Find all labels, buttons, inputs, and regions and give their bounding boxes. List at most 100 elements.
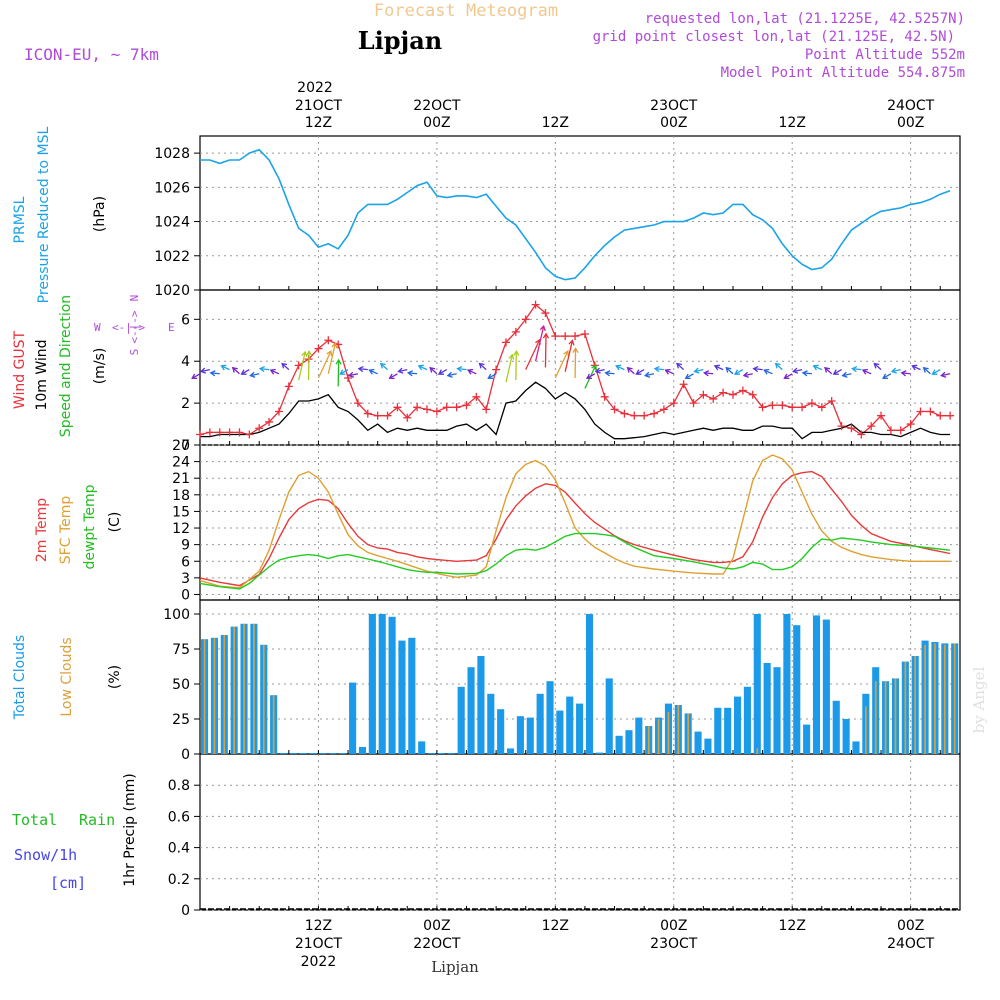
- wind-arrow-shaft: [833, 369, 842, 375]
- wind-arrow-shaft: [714, 365, 724, 371]
- wind-arrow-shaft: [429, 367, 438, 375]
- gust-marker: [580, 329, 589, 338]
- cloud-bar: [309, 753, 317, 754]
- wind-arrow-head: [812, 364, 819, 371]
- y-tick-label: 27: [172, 438, 190, 454]
- wind-arrow: [305, 350, 313, 381]
- low-cloud-bar: [943, 644, 946, 754]
- cloud-bar: [447, 753, 455, 754]
- cloud-bar: [793, 625, 801, 754]
- gust-marker: [284, 382, 293, 391]
- low-cloud-bar: [677, 705, 680, 754]
- wind-compass-legend: W E N S <-|-> <-|->: [94, 295, 175, 356]
- y-tick-label: 50: [172, 677, 190, 693]
- wind-arrow: [900, 370, 911, 377]
- wind-arrow: [742, 371, 753, 378]
- cloud-bar: [733, 696, 742, 754]
- wind-arrow: [258, 365, 270, 373]
- total-cloud-bar: [852, 741, 860, 754]
- cloud-bar: [635, 717, 643, 754]
- cloud-bar: [862, 693, 870, 754]
- wind-arrow: [585, 373, 596, 380]
- y-tick-label: 15: [172, 504, 190, 520]
- cloud-bar: [477, 656, 485, 754]
- wind-arrow: [269, 368, 280, 375]
- wind-arrow-shaft: [645, 373, 655, 377]
- gust-marker: [294, 361, 303, 370]
- wind-arrow-head: [733, 369, 741, 375]
- wind-arrow-shaft: [232, 367, 240, 375]
- app-title: Forecast Meteogram: [374, 1, 558, 21]
- top-day-label: 24OCT: [887, 98, 935, 114]
- y-tick-label: 6: [181, 554, 190, 570]
- wind-arrow: [861, 368, 872, 375]
- wind-arrow-head: [331, 342, 338, 349]
- wind-arrow: [534, 324, 546, 362]
- cloud-bar: [329, 753, 337, 754]
- gust-marker: [886, 426, 895, 435]
- total-cloud-bar: [358, 747, 367, 754]
- wind-arrow: [812, 364, 823, 371]
- y-tick-label: 2: [181, 396, 190, 412]
- total-cloud-bar: [635, 717, 643, 754]
- wind-arrow-head: [725, 366, 732, 373]
- watermark: by Angel: [970, 666, 988, 733]
- cloud-bar: [743, 686, 751, 754]
- gust-marker: [728, 390, 737, 399]
- wind-arrow-head: [542, 332, 550, 339]
- gust-marker: [798, 403, 807, 412]
- total-cloud-bar: [398, 640, 406, 754]
- total-cloud-bar: [714, 707, 722, 754]
- low-cloud-bar: [272, 695, 275, 754]
- wind-arrow-shaft: [487, 373, 497, 379]
- series-10m-wind: [200, 381, 951, 440]
- wind-arrow-head: [326, 350, 333, 357]
- cloud-bar: [270, 695, 278, 754]
- cloud-bar: [852, 741, 860, 754]
- y-tick-label: 1022: [154, 249, 190, 265]
- low-cloud-bar: [687, 713, 690, 754]
- low-cloud-bar: [223, 635, 226, 754]
- gust-marker: [867, 422, 876, 431]
- wind-arrow: [249, 371, 260, 378]
- wind-arrow: [653, 365, 664, 373]
- wind-arrow-head: [752, 365, 759, 373]
- gust-marker: [492, 365, 501, 374]
- total-cloud-bar: [566, 696, 574, 754]
- gust-marker: [511, 327, 520, 336]
- cloud-bar: [428, 753, 436, 754]
- cloud-bar: [250, 623, 258, 754]
- y-tick-label: 18: [172, 488, 190, 504]
- wind-arrow-head: [832, 369, 839, 375]
- cloud-bar: [220, 635, 228, 754]
- gust-marker: [788, 403, 797, 412]
- wind-arrow-shaft: [586, 373, 596, 379]
- cloud-bar: [457, 686, 465, 754]
- wind-arrow-shaft: [221, 365, 230, 371]
- wind-arrow-head: [763, 368, 770, 375]
- low-cloud-bar: [904, 661, 907, 754]
- gust-marker: [413, 403, 422, 412]
- wind-arrow-shaft: [525, 339, 541, 370]
- gust-marker: [472, 392, 481, 401]
- total-cloud-bar: [704, 738, 712, 754]
- wind-arrow-head: [231, 366, 238, 373]
- wind-arrow: [940, 371, 951, 378]
- wind-arrow-shaft: [901, 372, 911, 375]
- wind-arrow-head: [429, 366, 436, 373]
- wind-arrow-shaft: [534, 325, 545, 362]
- wind-arrow-shaft: [627, 367, 635, 375]
- wind-arrow-shaft: [842, 373, 852, 377]
- wind-arrow-head: [508, 353, 515, 360]
- gust-marker: [373, 411, 382, 420]
- cloud-bar: [230, 626, 238, 754]
- cloud-bar: [497, 709, 505, 754]
- wind-arrow-head: [437, 369, 444, 375]
- wind-arrow-head: [568, 339, 575, 346]
- y-tick-label: 0: [181, 438, 190, 454]
- wind-arrow-shaft: [250, 373, 260, 377]
- cloud-bar: [684, 713, 692, 754]
- cloud-bar: [201, 639, 209, 754]
- gust-marker: [877, 411, 886, 420]
- wind-arrow: [357, 365, 368, 373]
